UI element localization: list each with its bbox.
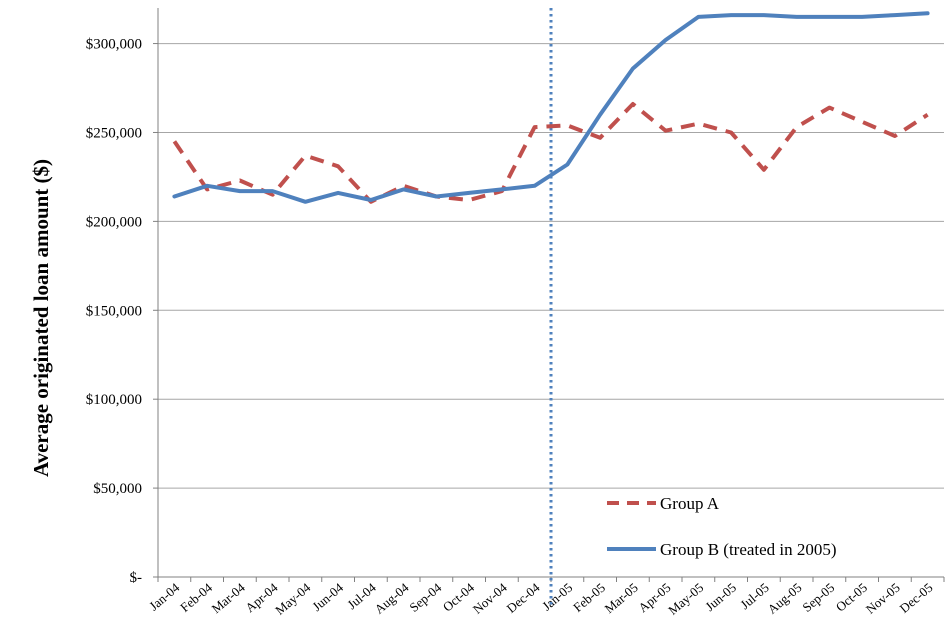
x-tick-label: Nov-05 xyxy=(863,580,903,617)
y-tick-label: $- xyxy=(130,570,143,586)
x-tick-label: Dec-05 xyxy=(897,580,936,616)
y-axis-label: Average originated loan amount ($) xyxy=(29,159,53,477)
x-tick-label: Jun-05 xyxy=(702,580,739,614)
x-tick-label: May-04 xyxy=(272,579,314,617)
x-tick-label: Mar-04 xyxy=(208,579,248,616)
x-tick-label: Jan-05 xyxy=(539,580,575,614)
x-axis-ticks: Jan-04Feb-04Mar-04Apr-04May-04Jun-04Jul-… xyxy=(146,579,935,617)
axes xyxy=(153,8,945,582)
y-tick-label: $150,000 xyxy=(86,303,142,319)
x-tick-label: Feb-04 xyxy=(177,579,215,614)
y-tick-label: $100,000 xyxy=(86,392,142,408)
x-tick-label: May-05 xyxy=(665,580,706,618)
x-tick-label: Jun-04 xyxy=(309,579,346,614)
y-tick-label: $50,000 xyxy=(93,481,142,497)
legend-label-group-a: Group A xyxy=(660,494,720,513)
x-tick-label: Mar-05 xyxy=(601,580,640,616)
x-tick-label: Sep-04 xyxy=(406,579,444,614)
legend: Group A Group B (treated in 2005) xyxy=(607,494,837,559)
x-tick-label: Sep-05 xyxy=(799,580,837,615)
series-line-group-b xyxy=(172,11,930,204)
y-tick-label: $250,000 xyxy=(86,125,142,141)
legend-label-group-b: Group B (treated in 2005) xyxy=(660,540,837,559)
x-tick-label: Oct-05 xyxy=(833,580,870,615)
y-axis-ticks: $- $50,000 $100,000 $150,000 $200,000 $250,00… xyxy=(86,37,142,586)
y-tick-label: $300,000 xyxy=(86,37,142,53)
y-tick-label: $200,000 xyxy=(86,214,142,230)
x-tick-label: Nov-04 xyxy=(470,579,510,616)
x-tick-label: Jan-04 xyxy=(146,579,183,613)
x-tick-label: Dec-04 xyxy=(504,579,543,615)
series-lines xyxy=(172,11,930,204)
x-tick-label: Feb-05 xyxy=(570,580,608,615)
x-tick-label: Aug-04 xyxy=(371,579,411,616)
x-tick-label: Aug-05 xyxy=(764,580,804,617)
series-line-group-a xyxy=(172,102,929,204)
